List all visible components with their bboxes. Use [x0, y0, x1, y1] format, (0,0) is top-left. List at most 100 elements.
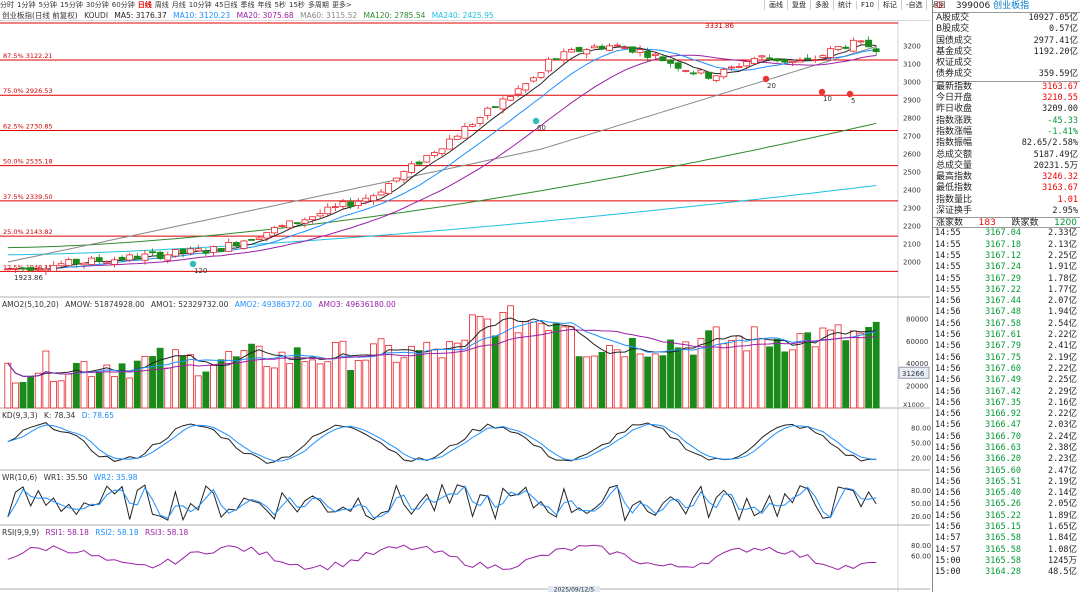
candle-body: [682, 70, 690, 72]
volume-bar: [530, 321, 537, 409]
volume-bar: [811, 346, 819, 409]
volume-bar: [126, 377, 134, 409]
period-tab-6[interactable]: 日线: [137, 1, 152, 9]
quote-panel: G 399006 创业板指 A股成交 10927.05亿 B股成交 0.57亿 国债成交…: [932, 0, 1080, 592]
volume-bar: [370, 343, 377, 409]
candle-body: [324, 206, 332, 215]
tick-amount: 2.38亿: [1048, 442, 1077, 453]
candle-body: [232, 242, 240, 247]
toolbar-button-5[interactable]: 标记: [877, 0, 901, 10]
candle-body: [309, 216, 316, 221]
period-tab-10[interactable]: 45日线: [214, 1, 238, 9]
volume-bar: [514, 332, 522, 409]
fib-label: 25.0% 2143.82: [3, 228, 53, 236]
period-tab-9[interactable]: 10分钟: [188, 1, 212, 9]
index-code: 399006: [955, 1, 991, 11]
volume-bar: [377, 338, 385, 409]
toolbar-button-4[interactable]: F10: [856, 1, 878, 9]
high-price-label: 3331.86: [705, 22, 734, 30]
stat-label: 国债成交: [936, 35, 973, 46]
period-tab-16[interactable]: 更多>: [331, 1, 352, 9]
candle-body: [766, 57, 773, 60]
stat-value: -1.41%: [1047, 126, 1078, 137]
candle-body: [179, 248, 187, 254]
volume-bar: [842, 340, 850, 409]
tick-time: 14:55: [935, 250, 961, 261]
period-tab-3[interactable]: 15分钟: [59, 1, 83, 9]
period-tab-7[interactable]: 周线: [154, 1, 169, 9]
candle-body: [19, 267, 27, 270]
tick-row: 14:56 3165.40 2.14亿: [933, 488, 1080, 499]
kline-chart-canvas[interactable]: 3200 3100 3000 2900 2800 2700 2600 2500 2400 2300…: [0, 20, 932, 592]
market-stat-row: B股成交 0.57亿: [933, 24, 1080, 35]
period-tab-1[interactable]: 1分钟: [17, 1, 36, 9]
period-tab-5[interactable]: 60分钟: [111, 1, 135, 9]
tick-list[interactable]: 14:55 3167.04 2.33亿 14:55 3167.18 2.13亿 14:55 3…: [933, 228, 1080, 578]
period-tab-14[interactable]: 15秒: [289, 1, 305, 9]
volume-bar: [461, 339, 469, 409]
period-tab-0[interactable]: 分时: [0, 1, 14, 9]
toolbar-button-0[interactable]: 画线: [764, 0, 787, 10]
toolbar-button-6[interactable]: -自选: [900, 0, 927, 10]
candle-body: [811, 59, 819, 61]
volume-bar: [141, 355, 149, 409]
stat-label: 最低指数: [936, 183, 973, 194]
volume-bar: [522, 321, 530, 409]
tick-time: 14:56: [935, 341, 961, 352]
amo3-label: AMO3: 49636180.00: [318, 300, 396, 309]
toolbar-button-2[interactable]: 多股: [810, 0, 833, 10]
period-tab-2[interactable]: 5分钟: [38, 1, 57, 9]
volume-bar: [781, 351, 789, 409]
tick-time: 14:55: [935, 284, 961, 295]
period-tab-4[interactable]: 30分钟: [85, 1, 109, 9]
volume-bar: [19, 382, 27, 409]
rsi-title: RSI(9,9,9): [2, 528, 40, 537]
candle-body: [438, 148, 446, 154]
tick-time: 14:57: [935, 533, 961, 544]
candle-body: [263, 232, 271, 239]
kd-k-label: K: 78.34: [44, 411, 76, 420]
period-tab-11[interactable]: 季线: [240, 1, 255, 9]
candle-body: [469, 124, 476, 127]
toolbar-right: 画线 复盘 多股 统计 F10 标记 -自选 返回: [764, 0, 949, 10]
toolbar-button-3[interactable]: 统计: [833, 0, 856, 10]
candle-body: [476, 117, 484, 124]
tick-row: 14:56 3167.49 2.25亿: [933, 375, 1080, 386]
price-tick-label: 2700: [903, 133, 921, 141]
toolbar-button-1[interactable]: 复盘: [787, 0, 810, 10]
tick-row: 14:55 3167.22 1.77亿: [933, 285, 1080, 296]
volume-bar: [354, 359, 362, 409]
stat-value: -45.33: [1047, 115, 1078, 126]
tick-price: 3165.58: [985, 544, 1021, 555]
volume-bar: [590, 355, 598, 409]
candle-body: [842, 46, 850, 49]
candle-body: [362, 197, 370, 202]
period-tab-15[interactable]: 多周期: [307, 1, 329, 9]
volume-current-label: 31266: [902, 370, 925, 378]
candle-body: [347, 201, 355, 207]
volume-bar: [560, 326, 568, 409]
tick-time: 14:56: [935, 363, 961, 374]
tick-price: 3167.24: [985, 262, 1021, 273]
tick-amount: 2.05亿: [1048, 499, 1077, 510]
volume-bar: [385, 345, 393, 409]
period-tab-13[interactable]: 5秒: [274, 1, 287, 9]
tick-price: 3167.58: [985, 318, 1021, 329]
volume-bar: [453, 342, 461, 409]
candle-body: [111, 259, 118, 265]
stat-value: 2.95%: [1052, 206, 1078, 217]
candle-body: [857, 40, 865, 43]
volume-bar: [697, 338, 705, 409]
period-tab-12[interactable]: 年线: [257, 1, 272, 9]
toolbar-button-7[interactable]: 返回: [926, 0, 949, 10]
tick-row: 14:55 3167.18 2.13亿: [933, 240, 1080, 251]
market-stats: A股成交 10927.05亿 B股成交 0.57亿 国债成交 2977.41亿 基金成交 11…: [933, 12, 1080, 81]
candle-body: [446, 138, 454, 150]
candle-body: [530, 77, 537, 82]
volume-bar: [552, 323, 560, 409]
volume-bar: [263, 366, 271, 409]
volume-bar: [499, 312, 507, 409]
ma-marker-label: 10: [823, 95, 832, 103]
period-tab-8[interactable]: 月线: [171, 1, 186, 9]
volume-bar: [613, 349, 621, 409]
